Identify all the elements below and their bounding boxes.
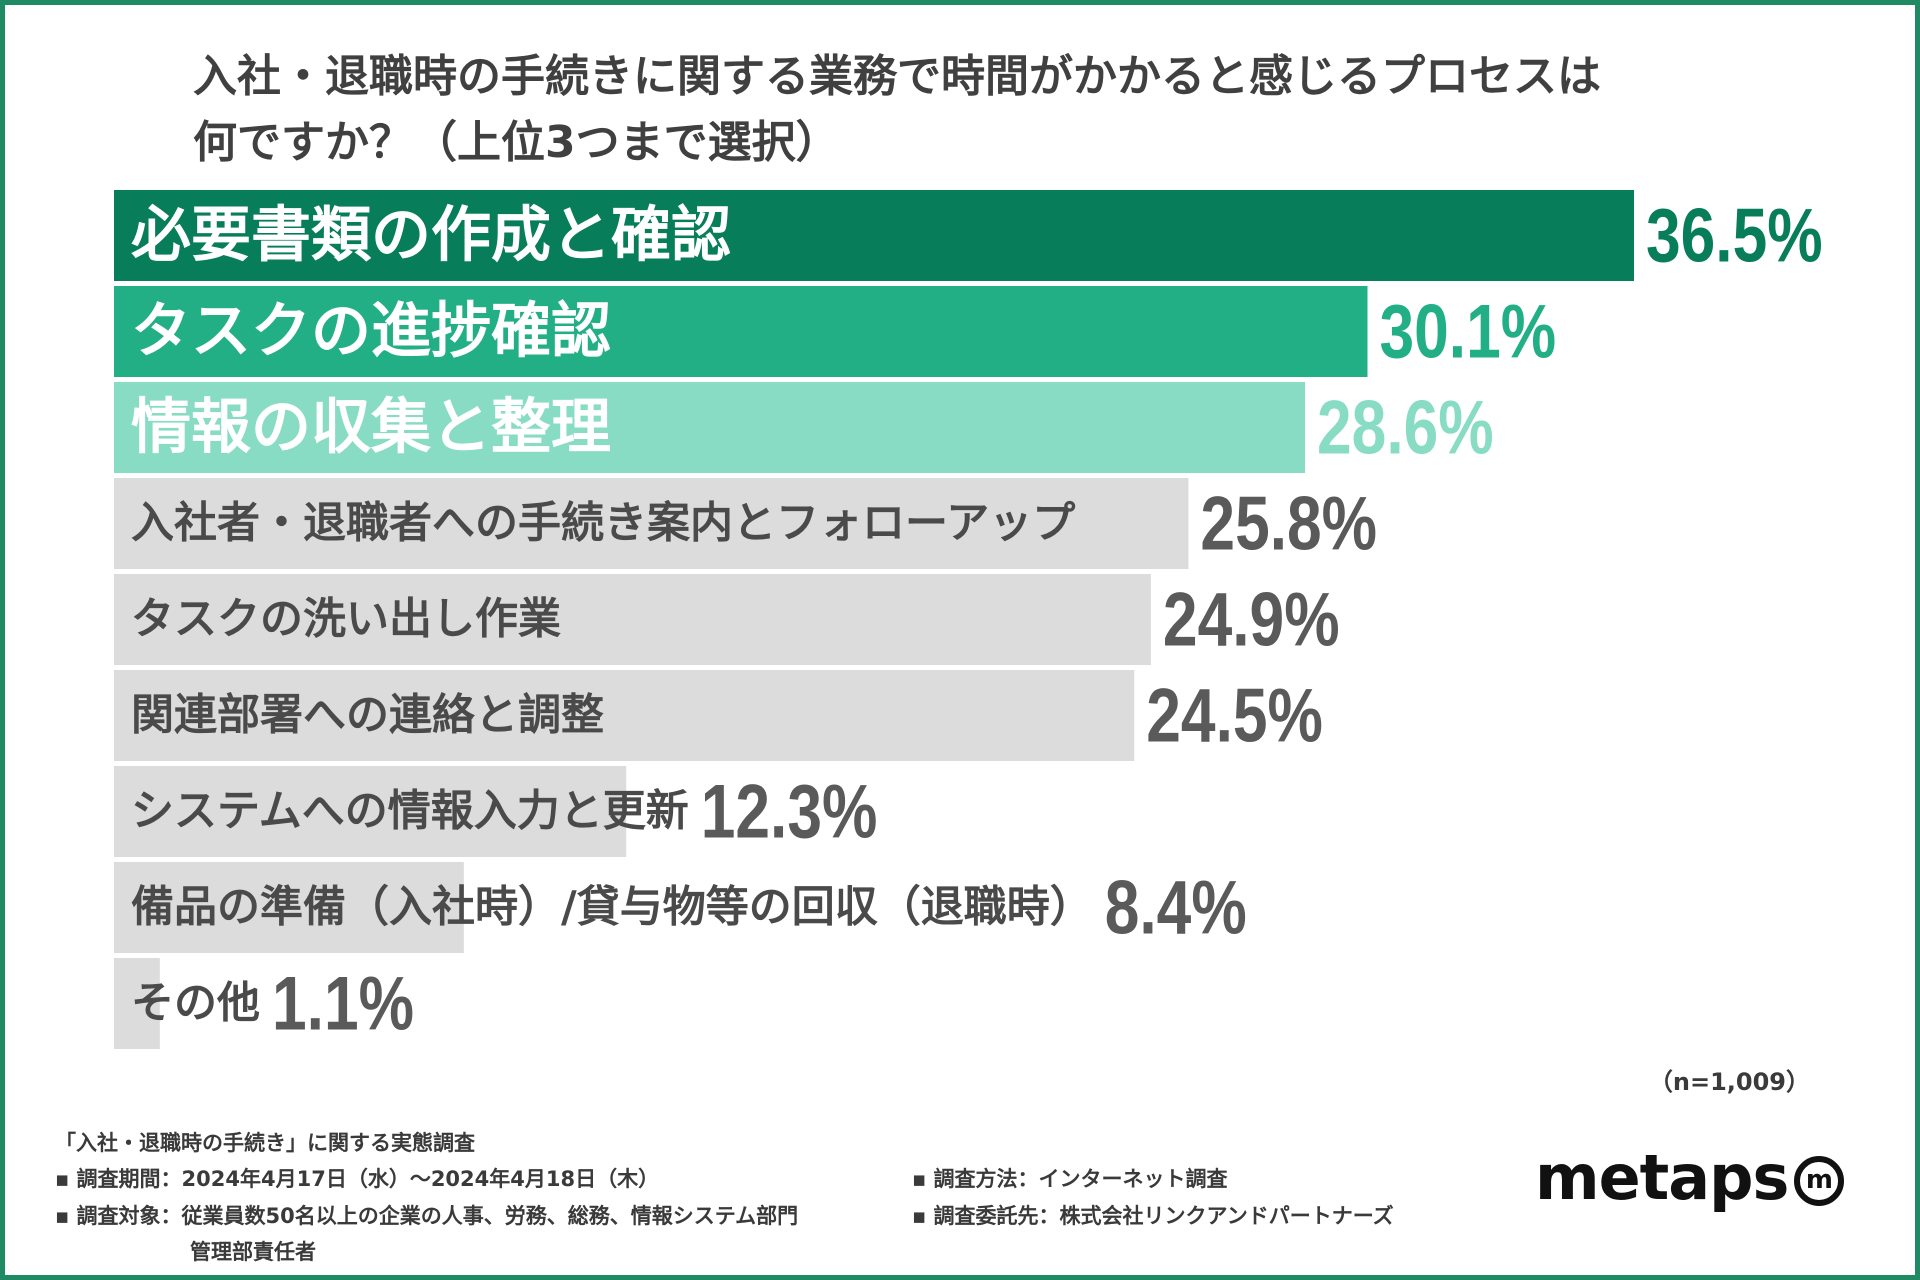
bar-9 <box>114 958 160 1049</box>
bar-7 <box>114 766 627 857</box>
category-label-7: システムへの情報入力と更新 <box>131 787 689 837</box>
value-label-3: 28.6% <box>1317 385 1494 470</box>
survey-method: ▪ 調査方法：インターネット調査 <box>912 1167 1228 1191</box>
metaps-logo: metaps m <box>1535 1138 1845 1218</box>
chart-title-line-2: 何ですか？（上位3つまで選択） <box>193 117 840 168</box>
bar-6 <box>114 670 1135 761</box>
value-label-6: 24.5% <box>1146 673 1323 758</box>
category-label-1: 必要書類の作成と確認 <box>131 201 731 271</box>
bar-1 <box>114 190 1634 281</box>
survey-target: ▪ 調査対象：従業員数50名以上の企業の人事、労務、総務、情報システム部門 <box>55 1204 799 1228</box>
category-label-6: 関連部署への連絡と調整 <box>131 691 604 741</box>
value-label-7: 12.3% <box>701 769 878 854</box>
value-label-9: 1.1% <box>272 961 414 1046</box>
value-label-2: 30.1% <box>1379 289 1556 374</box>
bar-3 <box>114 382 1306 473</box>
survey-target-continued: 管理部責任者 <box>190 1240 316 1264</box>
category-label-5: タスクの洗い出し作業 <box>131 595 561 645</box>
category-label-9: その他 <box>131 979 260 1029</box>
value-label-8: 8.4% <box>1105 865 1247 950</box>
category-label-8: 備品の準備（入社時）/貸与物等の回収（退職時） <box>131 883 1093 933</box>
survey-title: 「入社・退職時の手続き」に関する実態調査 <box>55 1131 475 1155</box>
chart-title-line-1: 入社・退職時の手続きに関する業務で時間がかかると感じるプロセスは <box>193 51 1601 102</box>
logo-wordmark: metaps <box>1535 1141 1789 1214</box>
survey-period: ▪ 調査期間：2024年4月17日（水）〜2024年4月18日（木） <box>55 1167 660 1191</box>
value-label-1: 36.5% <box>1646 193 1823 278</box>
category-label-2: タスクの進捗確認 <box>131 297 611 367</box>
survey-client: ▪ 調査委託先：株式会社リンクアンドパートナーズ <box>912 1204 1394 1228</box>
category-label-3: 情報の収集と整理 <box>131 393 611 463</box>
bar-4 <box>114 478 1189 569</box>
sample-size-note: （n=1,009） <box>1648 1068 1810 1096</box>
bar-2 <box>114 286 1368 377</box>
bar-8 <box>114 862 464 953</box>
value-label-4: 25.8% <box>1200 481 1377 566</box>
chart-title: 入社・退職時の手続きに関する業務で時間がかかると感じるプロセスは 何ですか？（上… <box>193 44 1753 176</box>
logo-circle-icon: m <box>1794 1156 1845 1206</box>
bar-5 <box>114 574 1151 665</box>
category-label-4: 入社者・退職者への手続き案内とフォローアップ <box>131 499 1075 549</box>
value-label-5: 24.9% <box>1163 577 1340 662</box>
